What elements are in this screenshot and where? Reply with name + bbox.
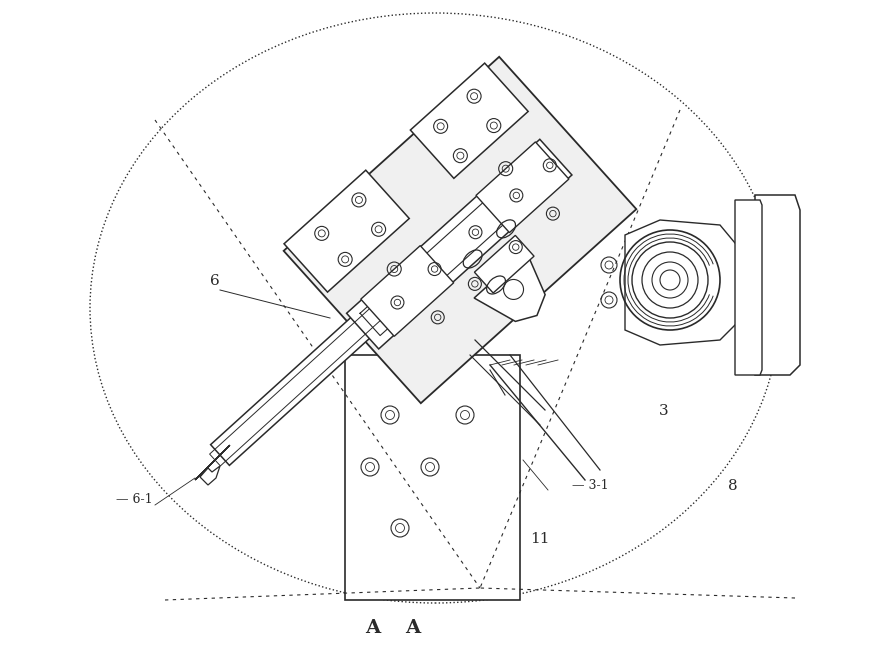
Polygon shape [476,142,568,233]
Polygon shape [347,139,572,349]
Text: 6: 6 [210,274,220,288]
Text: — 6-1: — 6-1 [116,493,152,506]
Polygon shape [283,57,636,403]
Polygon shape [195,445,230,480]
Text: — 3-1: — 3-1 [572,479,609,492]
Polygon shape [474,251,545,321]
Polygon shape [345,355,520,600]
Polygon shape [210,299,390,466]
Polygon shape [284,170,409,292]
Polygon shape [474,235,534,293]
Polygon shape [410,63,528,178]
Text: 11: 11 [530,532,549,546]
Polygon shape [735,200,762,375]
Text: A: A [406,619,421,637]
Polygon shape [625,220,745,345]
Text: 3: 3 [659,404,669,418]
Polygon shape [361,245,454,336]
Text: 8: 8 [728,479,737,493]
Polygon shape [755,195,800,375]
Polygon shape [200,466,220,485]
Text: A: A [365,619,380,637]
